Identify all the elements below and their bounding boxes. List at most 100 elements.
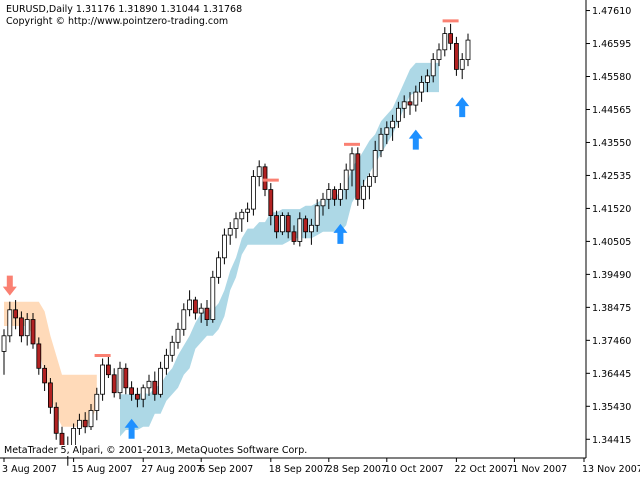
- bear-candle-body: [192, 299, 198, 314]
- time-tick-label: 15 Aug 2007: [72, 464, 133, 475]
- candle: [7, 301, 13, 343]
- bull-candle-body: [343, 169, 349, 191]
- bear-candle-body: [303, 218, 309, 233]
- bear-candle-body: [453, 43, 459, 70]
- up-trend-band: [120, 62, 439, 437]
- bear-candle-body: [285, 215, 291, 233]
- bull-candle-body: [94, 393, 100, 411]
- candle: [204, 300, 210, 327]
- candle: [279, 212, 285, 236]
- bear-candle-body: [262, 166, 268, 190]
- bull-candle-body: [401, 101, 407, 109]
- candle: [111, 368, 117, 398]
- price-tick-label: 1.43550: [592, 138, 631, 149]
- bull-candle-body: [413, 91, 419, 106]
- bull-candle-body: [100, 364, 105, 395]
- bull-candle-body: [384, 127, 390, 135]
- bear-candle-body: [106, 364, 111, 376]
- price-tick-label: 1.35430: [592, 402, 631, 413]
- candle: [274, 210, 280, 239]
- candle: [36, 337, 42, 375]
- candle: [1, 329, 7, 375]
- bear-candle-body: [48, 382, 53, 408]
- candle: [88, 404, 94, 431]
- down-trend-band: [4, 301, 97, 427]
- up-arrow-icon: [408, 129, 423, 150]
- bull-candle-body: [239, 211, 245, 220]
- candle: [332, 186, 338, 206]
- bull-candle-body: [465, 39, 471, 60]
- candle: [453, 36, 459, 76]
- candle: [349, 147, 355, 187]
- candle: [42, 365, 47, 392]
- price-tick-label: 1.34415: [592, 435, 631, 446]
- chart-copyright: Copyright © http://www.pointzero-trading…: [6, 16, 229, 27]
- time-tick-label: 13 Nov 2007: [582, 464, 640, 475]
- candle: [442, 27, 448, 57]
- bull-candle-body: [181, 309, 187, 330]
- candle: [82, 412, 88, 434]
- bull-candle-body: [1, 335, 7, 352]
- bull-candle-body: [430, 59, 436, 77]
- bull-candle-body: [210, 276, 216, 320]
- bear-candle-body: [82, 419, 88, 428]
- bull-candle-body: [117, 367, 123, 394]
- candle: [419, 75, 425, 102]
- candle: [94, 387, 100, 421]
- price-tick-label: 1.47610: [592, 6, 631, 17]
- bear-candle-body: [355, 153, 361, 200]
- candle: [297, 212, 303, 247]
- price-tick-label: 1.42535: [592, 171, 631, 182]
- bull-candle-body: [163, 354, 169, 369]
- candle: [129, 381, 135, 401]
- bull-candle-body: [221, 234, 227, 259]
- bear-candle-body: [123, 367, 129, 389]
- candle: [239, 209, 245, 232]
- bear-candle-body: [204, 307, 210, 321]
- candle: [18, 311, 24, 343]
- candle: [308, 218, 314, 245]
- bull-candle-body: [279, 215, 285, 233]
- bull-candle-body: [245, 208, 251, 213]
- price-tick-label: 1.41520: [592, 204, 631, 215]
- price-tick-label: 1.39490: [592, 270, 631, 281]
- price-axis: 1.47610 1.46595 1.45580 1.44565 1.43550 1.425…: [586, 6, 631, 446]
- candle: [285, 212, 291, 239]
- candle: [407, 92, 413, 115]
- bear-candle-body: [152, 380, 158, 395]
- candle: [372, 140, 378, 184]
- candle: [100, 358, 105, 401]
- candle: [192, 296, 198, 320]
- time-tick-label: 28 Sep 2007: [327, 464, 387, 475]
- time-tick-label: 1 Nov 2007: [512, 464, 567, 475]
- candle: [430, 53, 436, 83]
- candle: [158, 361, 164, 398]
- bull-candle-body: [326, 189, 332, 200]
- candle: [326, 183, 332, 210]
- candle: [123, 363, 129, 395]
- bull-candle-body: [297, 218, 303, 242]
- candle: [436, 43, 442, 67]
- bull-candle-body: [169, 341, 175, 356]
- bull-candle-body: [175, 328, 181, 343]
- up-arrow-icon: [124, 418, 139, 439]
- bull-candle-body: [198, 307, 204, 314]
- candle: [250, 170, 256, 216]
- candle: [268, 183, 274, 226]
- candle: [30, 313, 36, 349]
- bull-candle-body: [308, 224, 314, 233]
- candle: [146, 374, 152, 396]
- bull-candle-body: [372, 150, 378, 178]
- bear-candle-body: [268, 189, 274, 217]
- up-arrow-icon: [333, 223, 348, 244]
- bear-candle-body: [13, 309, 19, 319]
- bear-candle-body: [111, 374, 117, 394]
- candle: [413, 85, 419, 112]
- chart-footer: MetaTrader 5, Alpari, © 2001-2013, MetaQ…: [4, 445, 310, 456]
- time-tick-label: 27 Aug 2007: [141, 464, 202, 475]
- bull-candle-body: [349, 153, 355, 171]
- bull-candle-body: [158, 367, 164, 395]
